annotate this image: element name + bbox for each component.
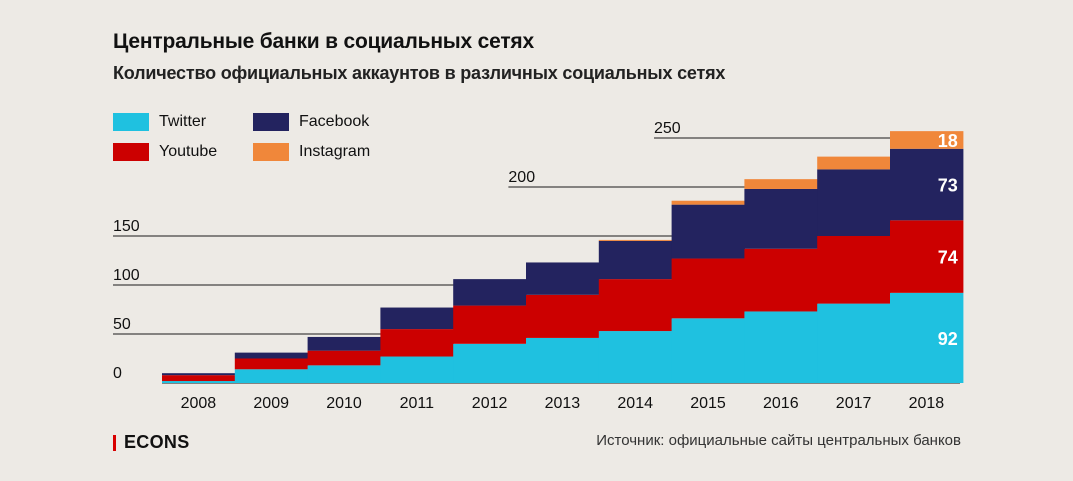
label-layer: 2008 2009 2010 2011 2012 2013 2014 2015 2016 2017… bbox=[113, 120, 958, 412]
legend-label-youtube: Youtube bbox=[159, 143, 218, 160]
x-tick-2017: 2017 bbox=[836, 395, 872, 412]
legend-item-facebook: Facebook bbox=[253, 113, 403, 131]
econs-logo: ECONS bbox=[113, 432, 190, 453]
bar-facebook-2009 bbox=[234, 352, 309, 359]
logo-bar bbox=[113, 434, 116, 451]
data-label-facebook-2018: 73 bbox=[938, 176, 958, 196]
bar-twitter-2011 bbox=[380, 356, 454, 383]
bar-twitter-2009 bbox=[234, 369, 309, 383]
bar-youtube-2010 bbox=[307, 350, 381, 366]
data-label-instagram-2018: 18 bbox=[938, 131, 958, 151]
bar-youtube-2017 bbox=[817, 236, 891, 304]
bar-twitter-2018 bbox=[890, 292, 964, 383]
bar-facebook-2011 bbox=[380, 307, 454, 330]
legend-swatch-youtube bbox=[113, 143, 149, 161]
chart-title: Центральные банки в социальных сетях bbox=[113, 30, 534, 53]
x-tick-2008: 2008 bbox=[181, 395, 217, 412]
bar-instagram-2015 bbox=[671, 200, 745, 205]
data-label-youtube-2018: 74 bbox=[938, 248, 958, 268]
y-tick-0: 0 bbox=[113, 365, 122, 382]
y-tick-200: 200 bbox=[508, 169, 535, 186]
bar-youtube-2012 bbox=[453, 305, 527, 344]
legend-item-instagram: Instagram bbox=[253, 143, 403, 161]
bar-youtube-2011 bbox=[380, 329, 454, 357]
source-note: Источник: официальные сайты центральных … bbox=[596, 432, 961, 449]
logo-text: ECONS bbox=[124, 432, 190, 452]
bar-instagram-2017 bbox=[817, 156, 891, 170]
bar-twitter-2017 bbox=[817, 303, 891, 383]
bar-facebook-2015 bbox=[671, 204, 745, 259]
bar-twitter-2010 bbox=[307, 365, 381, 383]
y-tick-100: 100 bbox=[113, 267, 140, 284]
bar-youtube-2018 bbox=[890, 220, 964, 293]
bar-twitter-2008 bbox=[162, 381, 236, 383]
x-tick-2018: 2018 bbox=[909, 395, 945, 412]
y-tick-250: 250 bbox=[654, 120, 681, 137]
x-tick-2012: 2012 bbox=[472, 395, 508, 412]
legend-swatch-facebook bbox=[253, 113, 289, 131]
bar-instagram-2014 bbox=[598, 239, 673, 241]
bar-instagram-2016 bbox=[744, 179, 818, 189]
y-tick-50: 50 bbox=[113, 316, 131, 333]
x-tick-2015: 2015 bbox=[690, 395, 726, 412]
bar-twitter-2014 bbox=[598, 331, 673, 383]
bar-youtube-2016 bbox=[744, 248, 818, 312]
bar-facebook-2013 bbox=[526, 262, 600, 295]
legend-label-facebook: Facebook bbox=[299, 113, 370, 130]
bar-facebook-2012 bbox=[453, 279, 527, 306]
bar-youtube-2013 bbox=[526, 294, 600, 338]
legend: Twitter Facebook Youtube Instagram bbox=[113, 113, 403, 161]
bar-twitter-2015 bbox=[671, 318, 745, 383]
bar-facebook-2010 bbox=[307, 336, 381, 351]
legend-label-twitter: Twitter bbox=[159, 113, 207, 130]
chart-subtitle: Количество официальных аккаунтов в разли… bbox=[113, 63, 726, 83]
legend-swatch-instagram bbox=[253, 143, 289, 161]
legend-label-instagram: Instagram bbox=[299, 143, 371, 160]
bar-facebook-2014 bbox=[598, 240, 673, 280]
bar-youtube-2009 bbox=[234, 358, 309, 370]
bar-youtube-2008 bbox=[162, 375, 236, 382]
x-tick-2013: 2013 bbox=[545, 395, 581, 412]
x-tick-2010: 2010 bbox=[326, 395, 362, 412]
x-tick-2011: 2011 bbox=[400, 395, 435, 412]
x-tick-2016: 2016 bbox=[763, 395, 799, 412]
bar-layer bbox=[162, 131, 964, 383]
x-tick-2009: 2009 bbox=[253, 395, 289, 412]
bar-twitter-2016 bbox=[744, 311, 818, 383]
legend-item-twitter: Twitter bbox=[113, 113, 253, 131]
bar-twitter-2012 bbox=[453, 343, 527, 383]
x-tick-2014: 2014 bbox=[617, 395, 653, 412]
bar-youtube-2015 bbox=[671, 258, 745, 319]
bar-facebook-2008 bbox=[162, 373, 236, 376]
data-label-twitter-2018: 92 bbox=[938, 329, 958, 349]
bar-youtube-2014 bbox=[598, 279, 673, 332]
bar-facebook-2018 bbox=[890, 148, 964, 221]
bar-twitter-2013 bbox=[526, 337, 600, 383]
bar-instagram-2018 bbox=[890, 131, 964, 149]
bar-facebook-2017 bbox=[817, 169, 891, 236]
legend-item-youtube: Youtube bbox=[113, 143, 253, 161]
legend-swatch-twitter bbox=[113, 113, 149, 131]
bar-facebook-2016 bbox=[744, 188, 818, 249]
y-tick-150: 150 bbox=[113, 218, 140, 235]
